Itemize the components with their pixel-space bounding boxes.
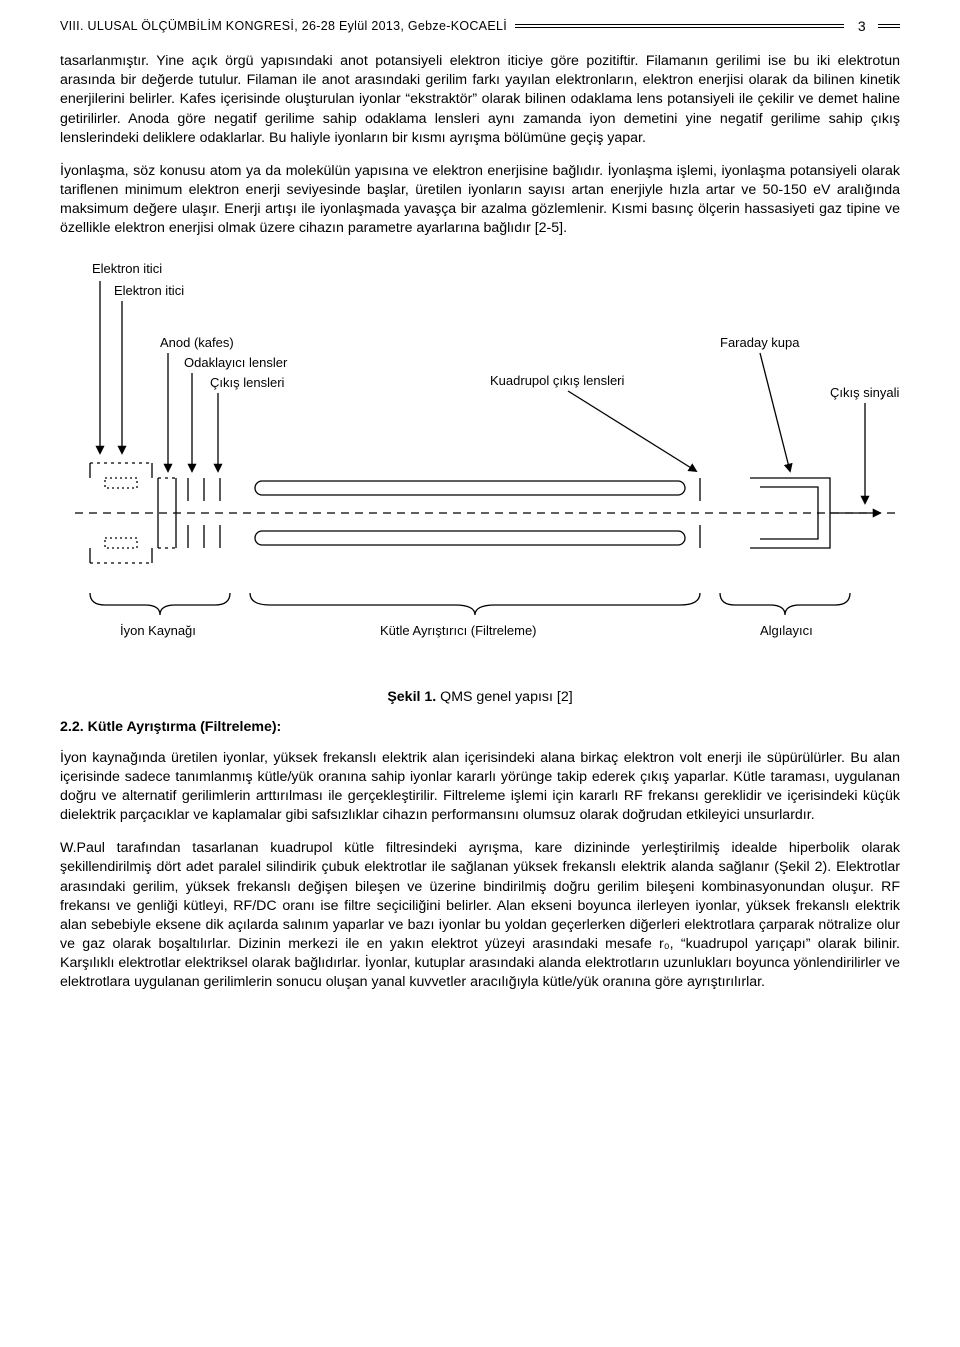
figure-1: Elektron itici Elektron itici Anod (kafe… [60, 253, 900, 705]
label-elektron-itici-2: Elektron itici [114, 283, 184, 298]
figure-caption-bold: Şekil 1. [387, 689, 436, 705]
label-elektron-itici-1: Elektron itici [92, 261, 162, 276]
figure-caption-rest: QMS genel yapısı [2] [436, 689, 572, 705]
label-iyon-kaynagi: İyon Kaynağı [120, 623, 196, 638]
label-cikis-lensleri: Çıkış lensleri [210, 375, 284, 390]
paragraph-1: tasarlanmıştır. Yine açık örgü yapısında… [60, 52, 900, 148]
label-odaklayici: Odaklayıcı lensler [184, 355, 287, 370]
label-anod: Anod (kafes) [160, 335, 234, 350]
figure-caption: Şekil 1. QMS genel yapısı [2] [60, 689, 900, 705]
qms-diagram: Elektron itici Elektron itici Anod (kafe… [60, 253, 900, 673]
conference-name: VIII. ULUSAL ÖLÇÜMBİLİM KONGRESİ, 26-28 … [60, 19, 507, 33]
page-header: VIII. ULUSAL ÖLÇÜMBİLİM KONGRESİ, 26-28 … [60, 18, 900, 34]
label-kuadrupol: Kuadrupol çıkış lensleri [490, 373, 624, 388]
paragraph-4: W.Paul tarafından tasarlanan kuadrupol k… [60, 839, 900, 992]
page-number: 3 [858, 18, 866, 34]
body-text-upper: tasarlanmıştır. Yine açık örgü yapısında… [60, 52, 900, 239]
page: VIII. ULUSAL ÖLÇÜMBİLİM KONGRESİ, 26-28 … [0, 0, 960, 1047]
paragraph-2: İyonlaşma, söz konusu atom ya da molekül… [60, 162, 900, 239]
header-rule [515, 24, 844, 28]
label-algilayici: Algılayıcı [760, 623, 813, 638]
section-2-2-title: 2.2. Kütle Ayrıştırma (Filtreleme): [60, 719, 900, 735]
label-faraday: Faraday kupa [720, 335, 800, 350]
label-kutle-ayristirici: Kütle Ayrıştırıcı (Filtreleme) [380, 623, 537, 638]
body-text-lower: İyon kaynağında üretilen iyonlar, yüksek… [60, 749, 900, 993]
paragraph-3: İyon kaynağında üretilen iyonlar, yüksek… [60, 749, 900, 826]
label-cikis-sinyali: Çıkış sinyali [830, 385, 899, 400]
header-rule-short [878, 24, 900, 28]
